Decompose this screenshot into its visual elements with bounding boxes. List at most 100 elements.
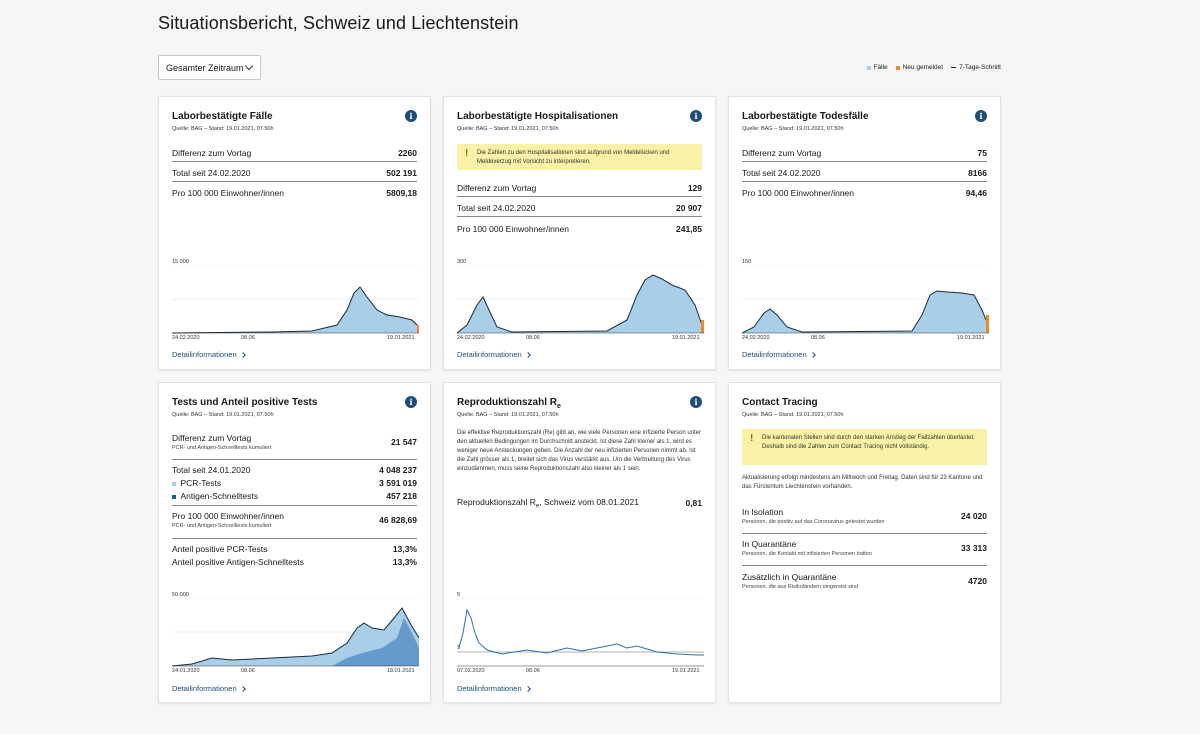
detail-link-label: Detailinformationen — [172, 684, 237, 693]
row-sublabel: Personen, die aus Risikoländern eingerei… — [742, 584, 859, 590]
divider — [172, 161, 417, 162]
info-icon[interactable]: i — [405, 110, 417, 122]
x-label-end: 18.01.2021 — [387, 668, 415, 674]
row-value: 33 313 — [961, 543, 987, 553]
divider — [172, 181, 417, 182]
y-max-label: 5 — [457, 592, 461, 598]
explanation-text: Die effektive Reproduktionszahl (Re) gib… — [457, 430, 702, 472]
row-label: Total seit 24.02.2020 — [742, 168, 821, 178]
row-label: Pro 100 000 Einwohner/innen — [172, 511, 284, 521]
divider — [457, 216, 702, 217]
row-value: 5809,18 — [386, 188, 417, 198]
y-max-label: 150 — [742, 259, 752, 265]
legend-swatch — [866, 65, 871, 70]
chevron-right-icon — [239, 351, 246, 358]
period-select[interactable]: Gesamter Zeitraum — [158, 55, 261, 80]
row-quarantaene: In Quarantäne Personen, die Kontakt mit i… — [742, 539, 987, 557]
chevron-right-icon — [239, 685, 246, 692]
divider — [742, 565, 987, 566]
chevron-right-icon — [809, 351, 816, 358]
x-label-mid: 08.06 — [241, 668, 255, 674]
row-label: Total seit 24.02.2020 — [172, 168, 251, 178]
row-per100k: Pro 100 000 Einwohner/innen 241,85 — [457, 224, 702, 234]
card-title: Laborbestätigte Hospitalisationen — [457, 111, 619, 122]
x-label-end: 19.01.2021 — [672, 335, 700, 341]
card-title: Laborbestätigte Todesfälle — [742, 111, 869, 122]
detail-link-label: Detailinformationen — [457, 684, 522, 693]
row-sublabel: PCR- und Antigen-Schnelltests kumuliert — [172, 445, 272, 451]
card-source: Quelle: BAG – Stand: 19.01.2021, 07.50h — [172, 412, 274, 418]
row-isolation: In Isolation Personen, die positiv auf da… — [742, 507, 987, 525]
row-antigen: Antigen-Schnelltests 457 218 — [172, 491, 417, 501]
row-value: 24 020 — [961, 511, 987, 521]
divider — [742, 181, 987, 182]
legend-label: Neu gemeldet — [902, 64, 944, 71]
row-label: Pro 100 000 Einwohner/innen — [742, 188, 854, 198]
row-value: 21 547 — [391, 437, 417, 447]
chevron-right-icon — [524, 685, 531, 692]
x-label-mid: 08.06 — [241, 335, 255, 341]
card-title: Reproduktionszahl Re — [457, 397, 561, 410]
legend-swatch — [895, 65, 900, 70]
row-total: Total seit 24.02.2020 20 907 — [457, 203, 702, 213]
info-icon[interactable]: i — [975, 110, 987, 122]
row-value: 502 191 — [386, 168, 417, 178]
x-label-mid: 08.06 — [526, 335, 540, 341]
row-label: Total seit 24.02.2020 — [457, 203, 536, 213]
legend-item-neu: Neu gemeldet — [895, 64, 944, 71]
detail-link[interactable]: Detailinformationen — [172, 684, 246, 693]
card-faelle: Laborbestätigte Fälle Quelle: BAG – Stan… — [158, 96, 431, 370]
warning-box: ! Die kantonalen Stellen sind durch den s… — [742, 429, 987, 465]
row-diff: Differenz zum Vortag 75 — [742, 148, 987, 158]
warning-text: Die kantonalen Stellen sind durch den st… — [762, 435, 975, 450]
legend-label: 7-Tage-Schnitt — [959, 64, 1001, 71]
x-label-start: 07.02.2020 — [457, 668, 485, 674]
card-source: Quelle: BAG – Stand: 19.01.2021, 07.50h — [172, 126, 274, 132]
legend-line — [951, 66, 957, 69]
chart-legend: Fälle Neu gemeldet 7-Tage-Schnitt — [866, 64, 1001, 71]
warning-text: Die Zahlen zu den Hospitalisationen sind… — [477, 150, 670, 165]
divider — [172, 459, 417, 460]
row-label-subscript: e — [535, 503, 540, 510]
card-source: Quelle: BAG – Stand: 19.01.2021, 07.50h — [742, 412, 844, 418]
warning-icon: ! — [750, 433, 754, 444]
row-per100k: Pro 100 000 Einwohner/innen 5809,18 — [172, 188, 417, 198]
x-label-end: 19.01.2021 — [387, 335, 415, 341]
detail-link[interactable]: Detailinformationen — [457, 684, 531, 693]
row-value: 75 — [977, 148, 987, 158]
row-diff: Differenz zum Vortag 129 — [457, 183, 702, 193]
period-select-value: Gesamter Zeitraum — [166, 62, 244, 73]
divider — [742, 161, 987, 162]
title-text: Reproduktionszahl R — [457, 397, 558, 408]
row-value: 20 907 — [676, 203, 702, 213]
info-icon[interactable]: i — [690, 110, 702, 122]
row-value: 129 — [687, 183, 702, 193]
card-tests: Tests und Anteil positive Tests Quelle: … — [158, 382, 431, 703]
card-todesfaelle: Laborbestätigte Todesfälle Quelle: BAG –… — [728, 96, 1001, 370]
detail-link[interactable]: Detailinformationen — [742, 350, 816, 359]
row-label: Differenz zum Vortag — [172, 433, 252, 443]
row-total: Total seit 24.02.2020 502 191 — [172, 168, 417, 178]
warning-box: ! Die Zahlen zu den Hospitalisationen sin… — [457, 144, 702, 170]
row-value: 0,81 — [685, 498, 702, 509]
divider — [172, 505, 417, 506]
detail-link[interactable]: Detailinformationen — [457, 350, 531, 359]
row-value: 94,46 — [965, 188, 987, 198]
detail-link[interactable]: Detailinformationen — [172, 350, 246, 359]
divider — [742, 533, 987, 534]
info-icon[interactable]: i — [690, 396, 702, 408]
row-label: In Isolation — [742, 507, 784, 517]
info-icon[interactable]: i — [405, 396, 417, 408]
row-value: 241,85 — [676, 224, 702, 234]
pcr-swatch — [172, 482, 176, 486]
row-total: Total seit 24.02.2020 8166 — [742, 168, 987, 178]
card-source: Quelle: BAG – Stand: 19.01.2021, 07.50h — [457, 412, 559, 418]
row-label: Differenz zum Vortag — [172, 148, 252, 158]
row-value: 4720 — [968, 576, 987, 586]
row-pos-pcr: Anteil positive PCR-Tests 13,3% — [172, 544, 417, 554]
row-label: Pro 100 000 Einwohner/innen — [457, 224, 569, 234]
row-label: PCR-Tests — [180, 478, 222, 488]
y-min-label: 1 — [457, 645, 461, 651]
detail-link-label: Detailinformationen — [172, 350, 237, 359]
row-value: 3 591 019 — [379, 478, 417, 488]
